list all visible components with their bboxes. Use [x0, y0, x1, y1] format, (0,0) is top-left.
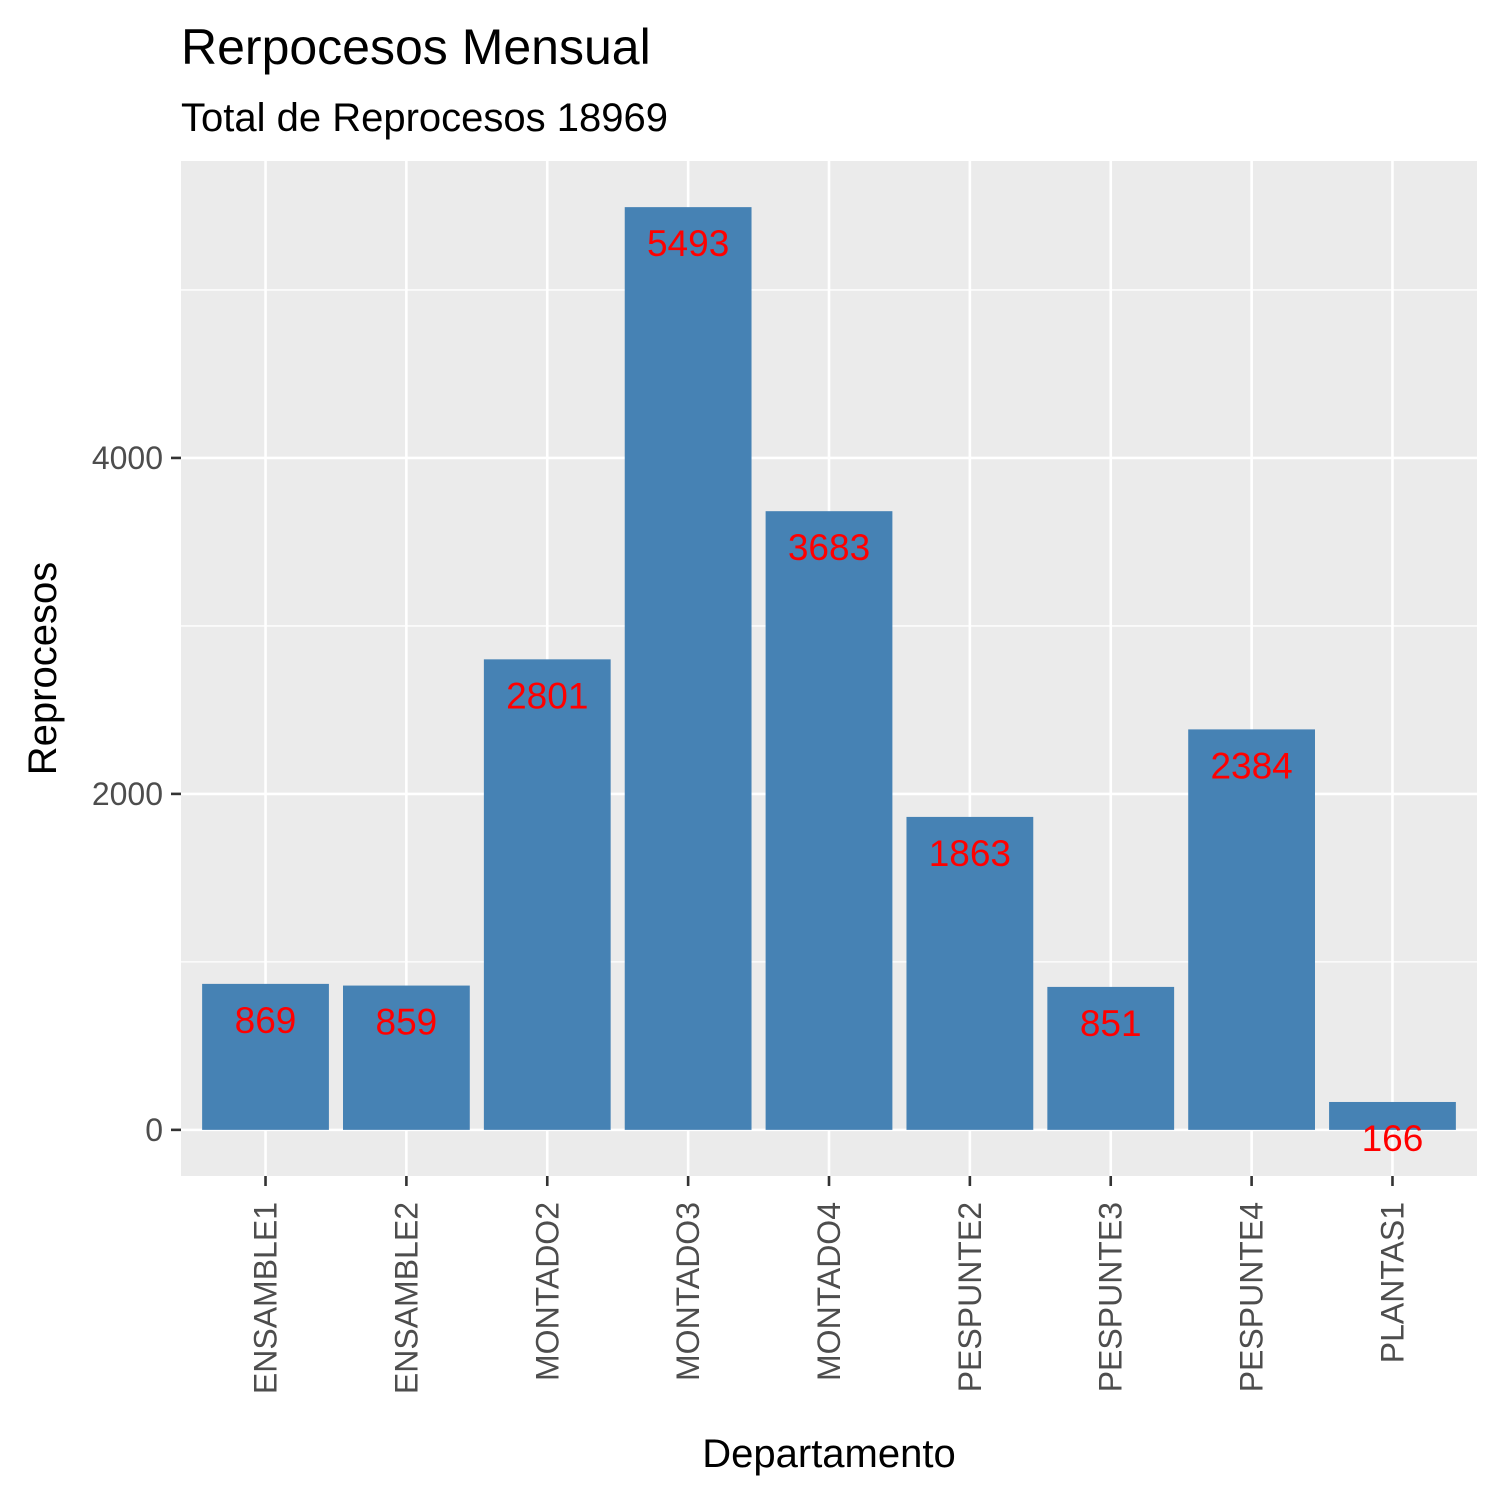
bar-pespunte4: [1188, 729, 1315, 1130]
bar-montado2: [483, 659, 611, 1130]
data-label: 2384: [1210, 745, 1292, 786]
x-tick-label: PESPUNTE4: [1234, 1202, 1270, 1392]
y-tick-label: 2000: [92, 776, 163, 812]
x-axis: ENSAMBLE1 ENSAMBLE2 MONTADO2 MONTADO3 MONTAD…: [248, 1176, 1410, 1394]
chart-subtitle: Total de Reprocesos 18969: [181, 96, 668, 140]
y-axis: 0 2000 4000: [92, 440, 181, 1148]
data-label: 5493: [647, 223, 729, 264]
bar-pespunte2: [906, 816, 1034, 1130]
y-axis-title: Reprocesos: [21, 562, 65, 775]
x-tick-label: MONTADO4: [811, 1202, 847, 1381]
data-label: 859: [376, 1002, 438, 1043]
x-tick-label: ENSAMBLE1: [248, 1202, 284, 1394]
data-labels: 869 859 2801 5493 3683 1863 851 2384 166: [235, 223, 1424, 1159]
data-label: 1863: [929, 833, 1011, 874]
bar-montado3: [624, 207, 752, 1130]
data-label: 166: [1362, 1118, 1424, 1159]
y-tick-label: 4000: [92, 440, 163, 476]
x-tick-label: PLANTAS1: [1374, 1202, 1410, 1363]
data-label: 869: [235, 1000, 297, 1041]
data-label: 2801: [506, 675, 588, 716]
data-label: 3683: [788, 527, 870, 568]
x-tick-label: ENSAMBLE2: [388, 1202, 424, 1394]
x-tick-label: PESPUNTE2: [952, 1202, 988, 1392]
bar-ensamble1: [202, 983, 329, 1130]
bar-ensamble2: [343, 985, 470, 1130]
x-tick-label: MONTADO3: [670, 1202, 706, 1381]
y-tick-label: 0: [145, 1112, 163, 1148]
bars: [202, 207, 1456, 1130]
bar-pespunte3: [1047, 986, 1175, 1130]
x-axis-title: Departamento: [702, 1432, 955, 1476]
x-tick-label: MONTADO2: [529, 1202, 565, 1381]
bar-plantas1: [1329, 1101, 1456, 1130]
data-label: 851: [1080, 1003, 1142, 1044]
bar-montado4: [765, 511, 893, 1130]
chart-title: Rerpocesos Mensual: [181, 19, 651, 75]
x-tick-label: PESPUNTE3: [1093, 1202, 1129, 1392]
